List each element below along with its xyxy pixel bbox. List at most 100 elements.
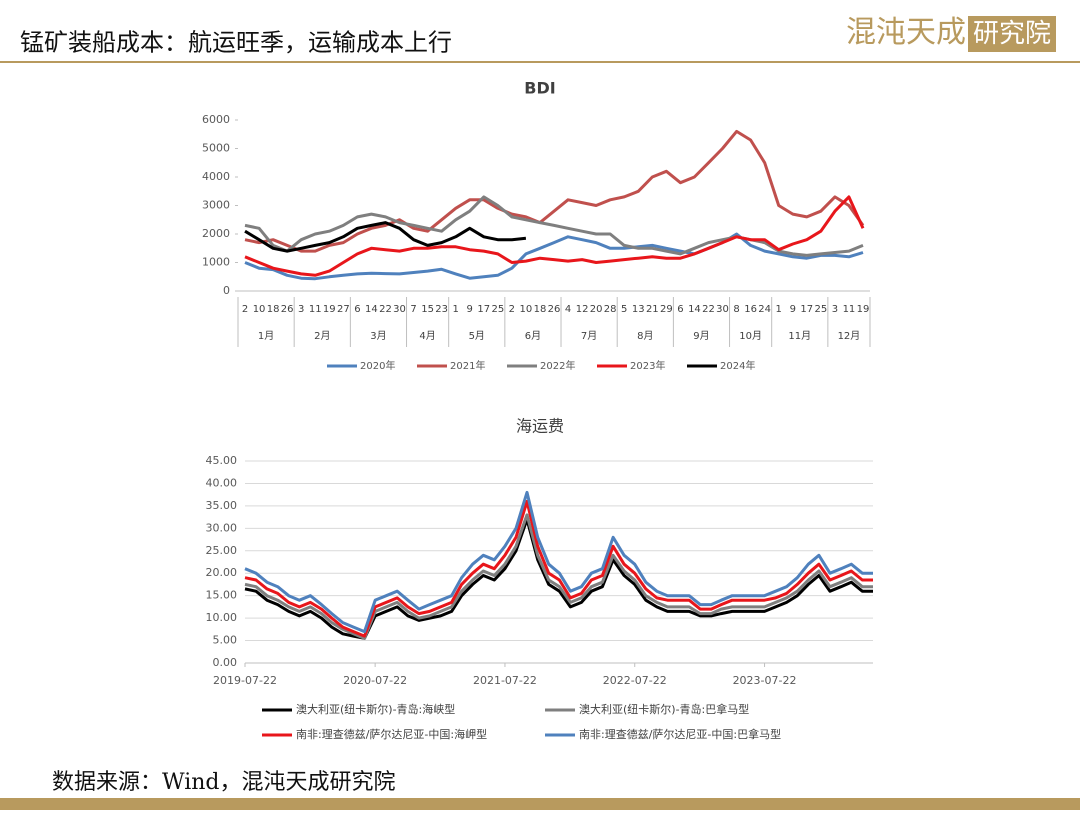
month-label: 7月 bbox=[581, 330, 597, 342]
x-tick-label: 15 bbox=[421, 304, 434, 315]
logo-box bbox=[968, 16, 1056, 52]
footer-bar bbox=[0, 798, 1080, 810]
month-label: 8月 bbox=[637, 330, 653, 342]
x-tick-label: 8 bbox=[733, 304, 739, 315]
x-tick-label: 17 bbox=[477, 304, 490, 315]
y-tick-label: 45.00 bbox=[206, 454, 238, 467]
x-tick-label: 27 bbox=[337, 304, 350, 315]
x-tick-label: 14 bbox=[688, 304, 701, 315]
y-tick-label: 5000 bbox=[202, 142, 230, 155]
month-label: 2月 bbox=[314, 330, 330, 342]
y-tick-label: 25.00 bbox=[206, 544, 238, 557]
x-tick-label: 5 bbox=[621, 304, 627, 315]
logo-left: 混沌天成 bbox=[846, 15, 966, 50]
x-tick-label: 18 bbox=[534, 304, 547, 315]
y-tick-label: 0 bbox=[223, 284, 230, 297]
x-tick-label: 22 bbox=[702, 304, 715, 315]
x-tick-label: 11 bbox=[843, 304, 856, 315]
x-tick-label: 20 bbox=[590, 304, 603, 315]
legend-label: 南非:理查德兹/萨尔达尼亚-中国:巴拿马型 bbox=[579, 727, 781, 741]
x-tick-label: 25 bbox=[491, 304, 504, 315]
x-tick-label: 9 bbox=[467, 304, 473, 315]
y-tick-label: 40.00 bbox=[206, 476, 238, 489]
month-label: 4月 bbox=[419, 330, 435, 342]
y-tick-label: 0.00 bbox=[213, 656, 238, 669]
x-tick-label: 10 bbox=[253, 304, 266, 315]
x-tick-label: 6 bbox=[354, 304, 360, 315]
x-tick-label: 2 bbox=[242, 304, 248, 315]
x-tick-label: 3 bbox=[298, 304, 304, 315]
x-tick-label: 9 bbox=[790, 304, 796, 315]
x-tick-label: 19 bbox=[323, 304, 336, 315]
y-tick-label: 15.00 bbox=[206, 589, 238, 602]
legend-label: 2021年 bbox=[450, 359, 485, 372]
x-tick-label: 1 bbox=[776, 304, 782, 315]
series-line bbox=[244, 221, 527, 253]
logo-right: 研究院 bbox=[973, 19, 1051, 49]
x-tick-label: 16 bbox=[744, 304, 757, 315]
y-tick-label: 10.00 bbox=[206, 611, 238, 624]
x-tick-label: 10 bbox=[520, 304, 533, 315]
month-label: 10月 bbox=[739, 330, 762, 342]
series-line bbox=[244, 499, 873, 638]
legend-label: 2023年 bbox=[630, 359, 665, 372]
month-label: 12月 bbox=[838, 330, 861, 342]
x-tick-label: 23 bbox=[435, 304, 448, 315]
x-tick-label: 19 bbox=[857, 304, 870, 315]
x-tick-label: 24 bbox=[758, 304, 771, 315]
x-tick-label: 17 bbox=[800, 304, 813, 315]
legend-label: 澳大利亚(纽卡斯尔)-青岛:海峡型 bbox=[296, 702, 455, 716]
x-tick-label: 30 bbox=[393, 304, 406, 315]
month-label: 1月 bbox=[258, 330, 274, 342]
y-tick-label: 3000 bbox=[202, 199, 230, 212]
x-tick-label: 2023-07-22 bbox=[733, 674, 797, 687]
x-tick-label: 11 bbox=[309, 304, 322, 315]
x-tick-label: 7 bbox=[410, 304, 416, 315]
x-tick-label: 29 bbox=[660, 304, 673, 315]
x-tick-label: 26 bbox=[281, 304, 294, 315]
series-line bbox=[244, 513, 873, 640]
y-tick-label: 6000 bbox=[202, 113, 230, 126]
x-tick-label: 2 bbox=[509, 304, 515, 315]
x-tick-label: 28 bbox=[604, 304, 617, 315]
series-line bbox=[244, 195, 865, 277]
y-tick-label: 4000 bbox=[202, 170, 230, 183]
y-tick-label: 20.00 bbox=[206, 566, 238, 579]
x-tick-label: 1 bbox=[453, 304, 459, 315]
series-line bbox=[244, 517, 873, 640]
series-line bbox=[244, 195, 864, 257]
legend-label: 2022年 bbox=[540, 359, 575, 372]
x-tick-label: 6 bbox=[677, 304, 683, 315]
legend-label: 南非:理查德兹/萨尔达尼亚-中国:海岬型 bbox=[296, 727, 487, 741]
x-tick-label: 13 bbox=[632, 304, 645, 315]
x-tick-label: 4 bbox=[565, 304, 571, 315]
series-line bbox=[244, 490, 873, 634]
x-tick-label: 12 bbox=[576, 304, 589, 315]
y-tick-label: 30.00 bbox=[206, 521, 238, 534]
x-tick-label: 2020-07-22 bbox=[343, 674, 407, 687]
x-tick-label: 2022-07-22 bbox=[603, 674, 667, 687]
month-label: 5月 bbox=[469, 330, 485, 342]
month-label: 11月 bbox=[788, 330, 811, 342]
x-tick-label: 2021-07-22 bbox=[473, 674, 537, 687]
y-tick-label: 1000 bbox=[202, 256, 230, 269]
x-tick-label: 2019-07-22 bbox=[213, 674, 277, 687]
x-tick-label: 26 bbox=[548, 304, 561, 315]
y-tick-label: 2000 bbox=[202, 227, 230, 240]
source: 数据来源：Wind，混沌天成研究院 bbox=[52, 770, 396, 795]
series-line bbox=[244, 129, 865, 253]
x-tick-label: 14 bbox=[365, 304, 378, 315]
chart-title: 海运费 bbox=[516, 417, 564, 436]
month-label: 3月 bbox=[370, 330, 386, 342]
x-tick-label: 22 bbox=[379, 304, 392, 315]
y-tick-label: 35.00 bbox=[206, 499, 238, 512]
legend-label: 2024年 bbox=[720, 359, 755, 372]
x-tick-label: 18 bbox=[267, 304, 280, 315]
y-tick-label: 5.00 bbox=[213, 634, 238, 647]
x-tick-label: 25 bbox=[814, 304, 827, 315]
x-tick-label: 30 bbox=[716, 304, 729, 315]
month-label: 6月 bbox=[525, 330, 541, 342]
slide-title: 锰矿装船成本：航运旺季，运输成本上行 bbox=[20, 29, 452, 57]
